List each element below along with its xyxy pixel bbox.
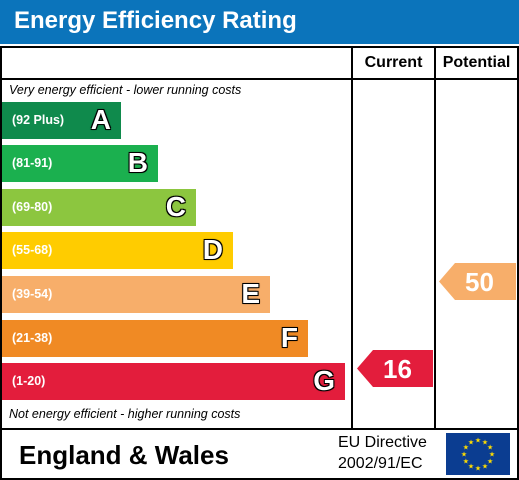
current-column-header: Current	[364, 54, 423, 71]
eu-star-icon: ★	[463, 444, 469, 452]
band-letter: G	[313, 365, 335, 396]
eu-star-icon: ★	[482, 438, 488, 446]
rating-arrow-shape	[357, 350, 433, 387]
eu-star-icon: ★	[463, 458, 469, 466]
band-letter: E	[241, 278, 260, 309]
band-b: (81-91) B	[2, 145, 158, 182]
band-range-label: (1-20)	[12, 374, 46, 388]
potential-column-header: Potential	[442, 54, 511, 71]
band-range-label: (69-80)	[12, 200, 53, 214]
directive-line-2: 2002/91/EC	[338, 455, 423, 472]
eu-star-icon: ★	[487, 458, 493, 466]
band-g: (1-20) G	[2, 363, 345, 400]
eu-star-icon: ★	[468, 438, 474, 446]
band-letter: D	[202, 234, 223, 265]
eu-star-icon: ★	[482, 463, 488, 471]
bottom-caption: Not energy efficient - higher running co…	[9, 407, 241, 421]
potential-rating-arrow: 50	[439, 263, 516, 300]
directive-line-1: EU Directive	[338, 434, 427, 451]
band-range-label: (39-54)	[12, 287, 53, 301]
eu-flag-icon: ★ ★ ★ ★ ★ ★ ★ ★ ★ ★ ★ ★	[446, 433, 510, 475]
band-letter: B	[127, 147, 148, 178]
eu-star-icon: ★	[461, 451, 467, 459]
header-divider	[0, 78, 519, 80]
band-a: (92 Plus) A	[2, 102, 121, 139]
eu-star-icon: ★	[468, 463, 474, 471]
band-letter: A	[90, 104, 111, 135]
eu-star-icon: ★	[475, 437, 481, 445]
band-f: (21-38) F	[2, 320, 308, 357]
band-range-label: (21-38)	[12, 331, 53, 345]
eu-star-icon: ★	[475, 465, 481, 473]
band-letter: C	[165, 191, 186, 222]
band-letter: F	[280, 322, 298, 353]
header-bar: Energy Efficiency Rating	[0, 0, 519, 44]
band-range-label: (92 Plus)	[12, 113, 65, 127]
rating-arrow-shape	[439, 263, 516, 300]
footer-divider	[0, 428, 519, 430]
eu-star-icon: ★	[487, 444, 493, 452]
region-label: England & Wales	[19, 440, 229, 470]
band-range-label: (55-68)	[12, 243, 53, 257]
divider-potential	[434, 46, 436, 430]
rating-value: 50	[465, 267, 494, 297]
rating-frame	[0, 46, 519, 480]
rating-value: 16	[383, 354, 412, 384]
page-title: Energy Efficiency Rating	[14, 7, 297, 34]
band-e: (39-54) E	[2, 276, 270, 313]
band-range-label: (81-91)	[12, 156, 53, 170]
divider-current	[351, 46, 353, 430]
band-c: (69-80) C	[2, 189, 196, 226]
current-rating-arrow: 16	[357, 350, 433, 387]
top-caption: Very energy efficient - lower running co…	[9, 83, 242, 97]
eu-star-icon: ★	[489, 451, 495, 459]
band-d: (55-68) D	[2, 232, 233, 269]
